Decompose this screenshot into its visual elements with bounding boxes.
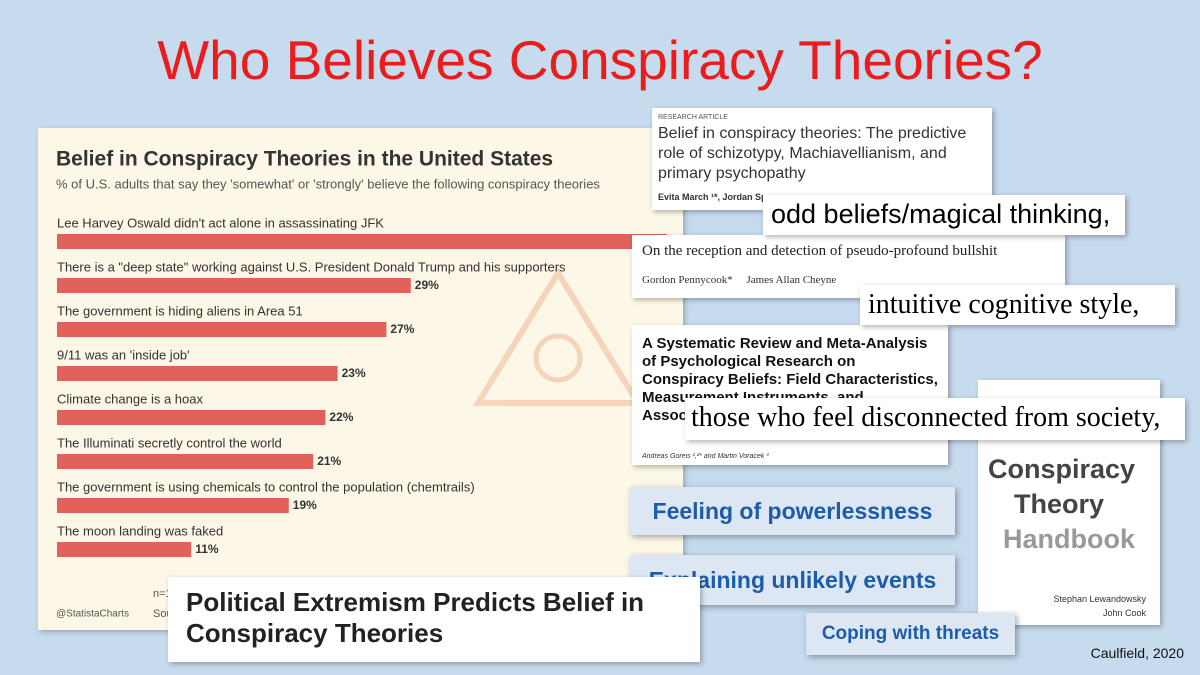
chart-subtitle: % of U.S. adults that say they 'somewhat… [56,176,600,191]
paper-card: On the reception and detection of pseudo… [632,235,1065,298]
handbook-title: Handbook [1003,524,1135,554]
handbook-title: Conspiracy [988,454,1136,484]
category-label: 9/11 was an 'inside job' [57,347,190,362]
chart-title: Belief in Conspiracy Theories in the Uni… [56,148,553,171]
value-label: 27% [390,322,414,336]
category-label: The government is using chemicals to con… [57,479,475,494]
category-label: The moon landing was faked [57,523,223,538]
paper-authors: Gordon Pennycook* James Allan Cheyne [642,274,837,286]
bar [57,454,314,469]
overlay-quote: those who feel disconnected from society… [685,398,1185,440]
bar [57,234,667,249]
value-label: 11% [195,542,219,556]
bar [57,542,192,557]
value-label: 29% [415,278,439,292]
overlay-quote: intuitive cognitive style, [860,285,1175,325]
category-label: The government is hiding aliens in Area … [57,303,303,318]
handbook-author: John Cook [1102,608,1146,618]
paper-authors: Andreas Goreis ¹,²* and Martin Voracek ³ [642,453,769,460]
chart-card: Belief in Conspiracy Theories in the Uni… [38,128,683,630]
bar [57,366,338,381]
eye-decoration [472,267,644,406]
category-label: There is a "deep state" working against … [57,259,566,274]
paper-title: On the reception and detection of pseudo… [642,243,998,259]
bar [57,278,411,293]
paper-card: A Systematic Review and Meta-Analysis of… [632,325,948,465]
value-label: 19% [293,498,317,512]
handbook-author: Stephan Lewandowsky [1053,594,1146,604]
value-label: 22% [329,410,353,424]
handbook-title: Theory [1014,489,1105,519]
paper-authors: Evita March ¹*, Jordan Sp [658,192,767,202]
reason-box: Coping with threats [806,613,1015,655]
credit: Caulfield, 2020 [1090,645,1184,661]
category-label: The Illuminati secretly control the worl… [57,435,282,450]
paper-card: RESEARCH ARTICLE Belief in conspiracy th… [652,108,992,210]
category-label: Climate change is a hoax [57,391,203,406]
value-label: 21% [317,454,341,468]
paper-title: Belief in conspiracy theories: The predi… [658,125,967,182]
reason-box: Feeling of powerlessness [630,487,955,535]
headline-card: Political Extremism Predicts Belief in C… [168,577,700,662]
paper-kind: RESEARCH ARTICLE [658,114,728,121]
bar [57,410,326,425]
value-label: 23% [342,366,366,380]
bar [57,322,387,337]
slide-title: Who Believes Conspiracy Theories? [157,29,1043,91]
chart: Belief in Conspiracy Theories in the Uni… [56,148,667,620]
bar [57,498,289,513]
category-label: Lee Harvey Oswald didn't act alone in as… [57,215,384,230]
overlay-quote: odd beliefs/magical thinking, [763,195,1125,235]
footer-handle: @StatistaCharts [56,609,129,620]
